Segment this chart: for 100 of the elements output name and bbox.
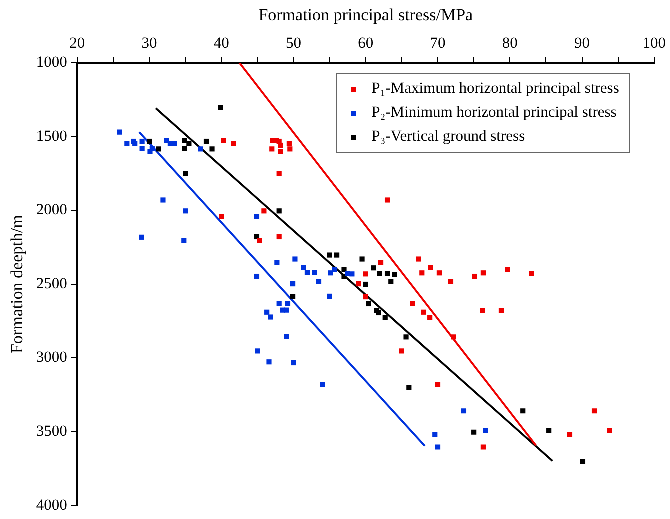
- point: [301, 265, 306, 270]
- point: [292, 256, 298, 262]
- point: [182, 146, 188, 152]
- x-tick-label: 90: [574, 34, 590, 52]
- point: [183, 208, 188, 214]
- x-tick-label: 20: [70, 34, 86, 52]
- point: [221, 138, 226, 144]
- point: [332, 267, 338, 272]
- point: [160, 198, 166, 203]
- point: [436, 270, 442, 276]
- point: [270, 146, 275, 152]
- point: [304, 270, 310, 276]
- point: [285, 301, 291, 306]
- x-tick-label: 50: [286, 34, 302, 52]
- point: [592, 408, 598, 414]
- point: [218, 105, 224, 110]
- point: [278, 142, 284, 148]
- point: [150, 146, 155, 152]
- point: [399, 348, 404, 354]
- point: [363, 294, 368, 300]
- point: [183, 171, 188, 176]
- point: [350, 272, 355, 277]
- point: [529, 271, 534, 276]
- point: [416, 256, 422, 262]
- point: [327, 252, 332, 258]
- point: [428, 265, 434, 270]
- point: [421, 310, 426, 315]
- point: [334, 252, 340, 258]
- point: [366, 301, 372, 307]
- legend-label: P₂-Minimum horizontal principal stress: [372, 103, 617, 123]
- point: [140, 138, 145, 144]
- point: [257, 238, 262, 244]
- point: [182, 138, 188, 144]
- y-tick-label: 4000: [36, 496, 68, 514]
- point: [274, 260, 280, 266]
- y-tick-label: 2500: [36, 275, 68, 292]
- point: [483, 428, 488, 434]
- point: [377, 271, 382, 276]
- point: [392, 272, 398, 278]
- y-tick-label: 1500: [36, 128, 68, 145]
- x-tick-label: 40: [214, 34, 230, 52]
- y-tick-label: 2000: [36, 202, 68, 219]
- point: [210, 146, 215, 152]
- point: [363, 272, 368, 277]
- point: [356, 282, 362, 287]
- point: [480, 270, 486, 276]
- point: [290, 282, 296, 287]
- point: [451, 334, 456, 340]
- point: [432, 432, 438, 438]
- point: [410, 301, 416, 306]
- point: [132, 141, 138, 146]
- point: [376, 310, 382, 316]
- point: [607, 428, 612, 434]
- point: [342, 267, 347, 272]
- point: [291, 360, 296, 366]
- point: [363, 282, 368, 288]
- point: [312, 270, 318, 276]
- point: [435, 382, 441, 388]
- point: [276, 301, 282, 306]
- x-axis-title: Formation principal stress/MPa: [258, 6, 474, 25]
- point: [204, 138, 210, 144]
- point: [378, 260, 384, 266]
- point: [404, 334, 409, 340]
- x-tick-label: 80: [502, 34, 518, 52]
- x-tick-label: 30: [142, 34, 158, 52]
- point: [498, 308, 504, 314]
- point: [219, 214, 224, 220]
- x-tick-label: 70: [430, 34, 446, 52]
- point: [505, 267, 511, 272]
- point: [320, 382, 326, 388]
- point: [327, 294, 332, 299]
- y-tick-label: 3500: [36, 422, 68, 440]
- point: [278, 148, 284, 154]
- point: [276, 171, 282, 176]
- point: [276, 208, 282, 214]
- point: [255, 348, 260, 354]
- point: [276, 234, 282, 240]
- point: [580, 459, 586, 464]
- point: [284, 334, 290, 340]
- point: [384, 198, 390, 203]
- point: [371, 266, 376, 271]
- point: [268, 314, 274, 320]
- point: [382, 315, 388, 320]
- x-tick-label: 100: [642, 34, 666, 52]
- point: [316, 279, 322, 284]
- point: [172, 141, 178, 146]
- point: [384, 271, 390, 276]
- point: [262, 208, 267, 214]
- y-tick-label: 1000: [36, 54, 68, 72]
- point: [472, 430, 477, 435]
- point: [520, 408, 526, 414]
- point: [480, 444, 486, 450]
- point: [472, 274, 478, 280]
- point: [448, 279, 454, 284]
- point: [264, 310, 270, 315]
- point: [428, 315, 433, 320]
- legend-label: P₁-Maximum horizontal principal stress: [372, 79, 620, 99]
- point: [406, 385, 412, 390]
- point: [567, 432, 573, 438]
- point: [124, 141, 130, 146]
